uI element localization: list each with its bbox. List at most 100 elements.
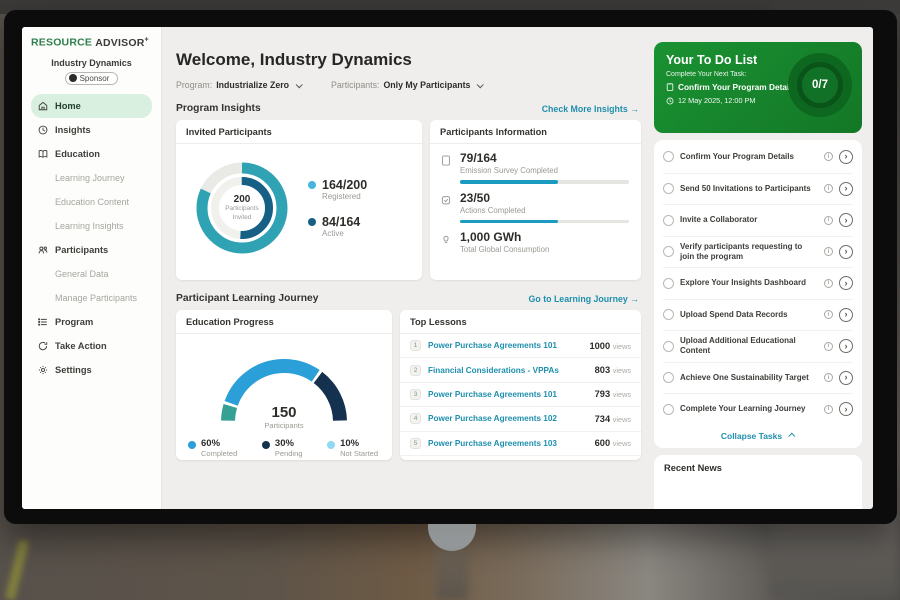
task-row[interactable]: Upload Additional Educational Content i … bbox=[663, 330, 853, 362]
sidebar-item[interactable]: Education bbox=[31, 142, 152, 166]
lesson-views: 734 views bbox=[595, 414, 631, 424]
task-checkbox[interactable] bbox=[663, 183, 674, 194]
sidebar-item[interactable]: Learning Insights bbox=[31, 214, 152, 238]
info-icon[interactable]: i bbox=[824, 184, 833, 193]
task-row[interactable]: Send 50 Invitations to Participants i › bbox=[663, 173, 853, 205]
task-row[interactable]: Explore Your Insights Dashboard i › bbox=[663, 267, 853, 299]
chevron-right-icon[interactable]: › bbox=[839, 182, 853, 196]
lesson-link[interactable]: Power Purchase Agreements 101 bbox=[428, 341, 582, 350]
legend-value: 10% bbox=[340, 438, 378, 449]
sidebar-item-label: Take Action bbox=[55, 341, 107, 351]
info-icon[interactable]: i bbox=[824, 279, 833, 288]
info-icon[interactable]: i bbox=[824, 152, 833, 161]
top-lessons-card: Top Lessons 1 Power Purchase Agreements … bbox=[400, 310, 641, 460]
task-checkbox[interactable] bbox=[663, 309, 674, 320]
sponsor-badge: Sponsor bbox=[65, 72, 119, 85]
learning-journey-title: Participant Learning Journey bbox=[176, 293, 318, 304]
sidebar: RESOURCE ADVISOR+ Industry Dynamics Spon… bbox=[22, 27, 162, 509]
chevron-right-icon[interactable]: › bbox=[839, 245, 853, 259]
sidebar-item-label: Settings bbox=[55, 365, 92, 375]
task-label: Upload Additional Educational Content bbox=[680, 336, 818, 356]
chevron-down-icon bbox=[477, 81, 484, 88]
sidebar-item[interactable]: Insights bbox=[31, 118, 152, 142]
stat-row: 23/50 Actions Completed bbox=[430, 184, 641, 224]
sidebar-item[interactable]: Take Action bbox=[31, 334, 152, 358]
check-more-insights-link[interactable]: Check More Insights → bbox=[542, 104, 639, 114]
task-row[interactable]: Complete Your Learning Journey i › bbox=[663, 393, 853, 425]
task-row[interactable]: Upload Spend Data Records i › bbox=[663, 299, 853, 331]
info-icon[interactable]: i bbox=[824, 405, 833, 414]
sidebar-item[interactable]: Home bbox=[31, 94, 152, 118]
participants-label: Participants: bbox=[331, 80, 379, 90]
task-row[interactable]: Confirm Your Program Details i › bbox=[663, 141, 853, 173]
sidebar-item[interactable]: Education Content bbox=[31, 190, 152, 214]
task-checkbox[interactable] bbox=[663, 246, 674, 257]
collapse-tasks-link[interactable]: Collapse Tasks bbox=[663, 425, 853, 445]
info-icon[interactable]: i bbox=[824, 216, 833, 225]
go-to-learning-journey-link[interactable]: Go to Learning Journey → bbox=[529, 294, 639, 304]
task-checkbox[interactable] bbox=[663, 278, 674, 289]
main-content: Welcome, Industry Dynamics Program: Indu… bbox=[162, 27, 649, 509]
lesson-views: 803 views bbox=[595, 365, 631, 375]
chevron-right-icon[interactable]: › bbox=[839, 308, 853, 322]
task-checkbox[interactable] bbox=[663, 341, 674, 352]
sponsor-icon bbox=[69, 74, 77, 82]
chevron-right-icon[interactable]: › bbox=[839, 371, 853, 385]
info-icon[interactable]: i bbox=[824, 310, 833, 319]
sidebar-item[interactable]: Program bbox=[31, 310, 152, 334]
sidebar-item[interactable]: Learning Journey bbox=[31, 166, 152, 190]
lesson-link[interactable]: Power Purchase Agreements 102 bbox=[428, 414, 588, 423]
info-icon[interactable]: i bbox=[824, 373, 833, 382]
info-icon[interactable]: i bbox=[824, 247, 833, 256]
stat-row: 1,000 GWh Total Global Consumption bbox=[430, 223, 641, 254]
chevron-right-icon[interactable]: › bbox=[839, 402, 853, 416]
lesson-link[interactable]: Power Purchase Agreements 103 bbox=[428, 439, 588, 448]
chevron-right-icon[interactable]: › bbox=[839, 276, 853, 290]
arrow-right-icon: → bbox=[630, 104, 639, 114]
participants-icon bbox=[37, 244, 49, 256]
task-row[interactable]: Invite a Collaborator i › bbox=[663, 204, 853, 236]
chevron-right-icon[interactable]: › bbox=[839, 150, 853, 164]
sidebar-item[interactable]: General Data bbox=[31, 262, 152, 286]
lesson-views: 793 views bbox=[595, 389, 631, 399]
take-action-icon bbox=[37, 340, 49, 352]
sidebar-item-label: Education Content bbox=[55, 197, 129, 207]
learning-cards-row: Education Progress 150 Participants bbox=[176, 310, 641, 460]
program-dropdown[interactable]: Program: Industrialize Zero bbox=[176, 80, 301, 90]
gauge-center-label: 150 Participants bbox=[208, 404, 360, 430]
task-checkbox[interactable] bbox=[663, 151, 674, 162]
stat-label: Emission Survey Completed bbox=[460, 166, 629, 175]
task-checkbox[interactable] bbox=[663, 404, 674, 415]
monitor-stand bbox=[428, 521, 476, 551]
nav-icon bbox=[37, 292, 49, 304]
sidebar-item-label: Insights bbox=[55, 125, 91, 135]
stat-label: Total Global Consumption bbox=[460, 245, 629, 254]
info-icon[interactable]: i bbox=[824, 342, 833, 351]
task-checkbox[interactable] bbox=[663, 215, 674, 226]
legend-value: 164/200 bbox=[322, 178, 367, 192]
task-row[interactable]: Achieve One Sustainability Target i › bbox=[663, 362, 853, 394]
todo-title: Your To Do List bbox=[666, 53, 782, 67]
sidebar-item-label: General Data bbox=[55, 269, 109, 279]
chevron-right-icon[interactable]: › bbox=[839, 213, 853, 227]
lesson-link[interactable]: Financial Considerations - VPPAs bbox=[428, 366, 588, 375]
sidebar-item[interactable]: Participants bbox=[31, 238, 152, 262]
organization-name: Industry Dynamics bbox=[31, 58, 152, 68]
task-label: Confirm Your Program Details bbox=[680, 152, 818, 162]
participants-dropdown[interactable]: Participants: Only My Participants bbox=[331, 80, 482, 90]
lesson-link[interactable]: Power Purchase Agreements 101 bbox=[428, 390, 588, 399]
legend-item: 10% Not Started bbox=[327, 438, 378, 458]
donut-center-label: 200 Participants Invited bbox=[186, 152, 298, 264]
task-row[interactable]: Verify participants requesting to join t… bbox=[663, 236, 853, 268]
sidebar-item[interactable]: Manage Participants bbox=[31, 286, 152, 310]
task-checkbox[interactable] bbox=[663, 372, 674, 383]
sidebar-nav: Home Insights Education bbox=[31, 94, 152, 382]
recent-news-card: Recent News bbox=[654, 455, 862, 510]
chevron-right-icon[interactable]: › bbox=[839, 339, 853, 353]
stat-row: 79/164 Emission Survey Completed bbox=[430, 144, 641, 184]
legend-dot bbox=[327, 441, 335, 449]
program-insights-header: Program Insights Check More Insights → bbox=[176, 103, 639, 114]
sidebar-item[interactable]: Settings bbox=[31, 358, 152, 382]
program-label: Program: bbox=[176, 80, 212, 90]
participants-information-card: Participants Information 79/164 Emission… bbox=[430, 120, 641, 280]
